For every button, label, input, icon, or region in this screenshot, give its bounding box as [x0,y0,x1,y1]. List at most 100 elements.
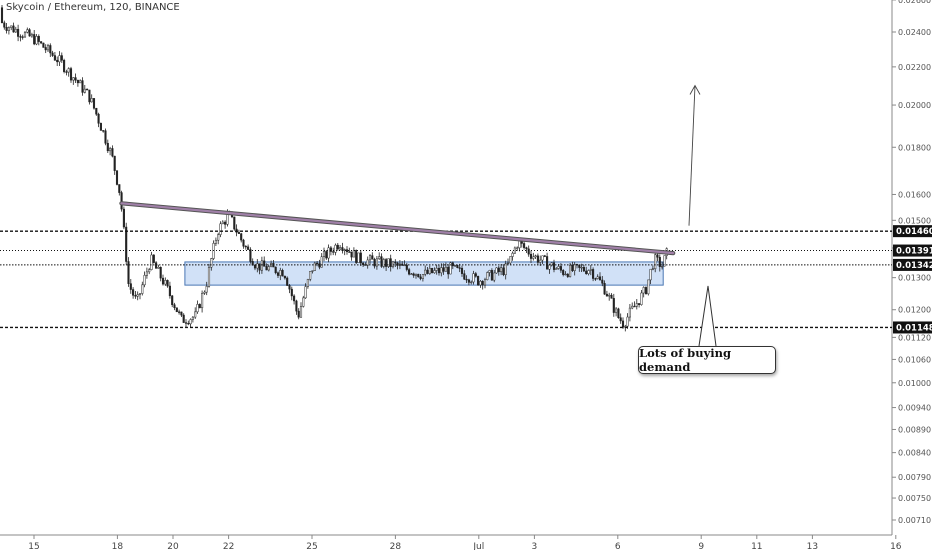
candle-body [463,273,466,280]
candle-body [274,266,277,274]
candle-body [663,255,666,267]
candle-body [198,304,201,309]
candle-body [281,270,284,277]
candle-body [391,261,395,267]
candle-body [580,267,583,269]
candle-body [240,233,243,241]
candle-body [628,307,631,318]
candle-body [286,277,289,286]
candle-body [102,130,105,132]
candle-body [191,316,194,320]
candle-body [74,77,77,81]
candle-body [79,80,82,84]
candle-body [155,262,158,269]
candle-body [479,281,482,286]
candle-body [608,294,611,297]
candle-body [157,267,160,269]
candle-body [621,320,625,328]
candle-body [573,264,576,271]
candle-body [647,279,650,295]
candle-body [10,25,13,28]
candle-body [86,88,89,91]
candle-body [417,273,420,278]
candle-body [42,42,45,48]
candle-body [267,266,270,271]
candle-body [69,68,73,81]
candle-body [585,270,588,274]
candle-body [373,259,376,267]
candle-body [511,252,514,257]
candle-body [49,45,52,54]
candle-body [357,252,360,263]
candle-body [95,107,98,115]
x-tick-label: 28 [390,542,402,550]
y-tick-label: 0.02600 [898,0,931,5]
candle-body [44,47,47,51]
y-tick-label: 0.01300 [898,274,931,283]
candle-body [378,256,381,260]
candle-body [205,286,208,293]
demand-zone [184,261,664,286]
candle-body [638,303,641,305]
candle-body [394,261,397,264]
candle-body [488,270,491,273]
candle-body [405,264,408,270]
candle-body [635,303,638,307]
candle-body [552,262,556,270]
candle-body [299,306,303,318]
candle-body [644,287,648,295]
candle-body [224,221,227,225]
y-tick-label: 0.01500 [898,216,931,225]
candle-body [253,264,257,269]
candle-body [541,255,544,261]
candle-body [631,305,634,309]
candle-body [506,262,510,265]
candle-body [435,267,438,271]
candle-body [559,266,562,271]
candle-body [414,273,418,276]
candle-body [313,262,316,271]
annotation-text: Lots of buying demand [639,346,732,374]
candle-body [136,294,139,297]
candle-body [619,317,622,322]
candle-body [60,55,63,61]
candle-body [454,265,457,267]
candle-body [288,285,291,290]
candle-body [460,267,464,274]
trendline [120,202,675,255]
candle-body [543,255,546,257]
candle-body [138,293,142,295]
candle-body [46,45,50,51]
candle-body [53,55,56,61]
candle-body [233,216,236,230]
candle-body [440,267,443,274]
candle-body [449,262,452,275]
candle-body [306,279,309,287]
candle-body [40,41,43,44]
candle-body [352,250,355,258]
candle-body [221,221,224,225]
candle-body [7,27,10,31]
candle-body [339,247,342,250]
candle-body [389,258,392,267]
candle-body [477,276,480,286]
candle-body [456,265,459,268]
candle-body [548,264,551,270]
x-tick-label: 3 [532,542,538,550]
x-tick-label: 13 [807,542,818,550]
price-level-label-text: 0.01391 [896,247,932,257]
candle-body [14,28,17,33]
y-tick-label: 0.02400 [898,28,931,37]
candle-body [490,270,493,281]
candle-body [380,256,383,267]
candle-body [244,245,247,248]
candle-body [582,267,585,272]
price-level-label-text: 0.01148 [896,323,932,333]
price-level-label: 0.01342 [893,258,932,271]
candle-body [442,267,445,272]
candle-body [513,247,516,254]
x-tick-label: 25 [306,542,317,550]
candle-body [334,244,337,253]
candle-body [651,268,654,270]
